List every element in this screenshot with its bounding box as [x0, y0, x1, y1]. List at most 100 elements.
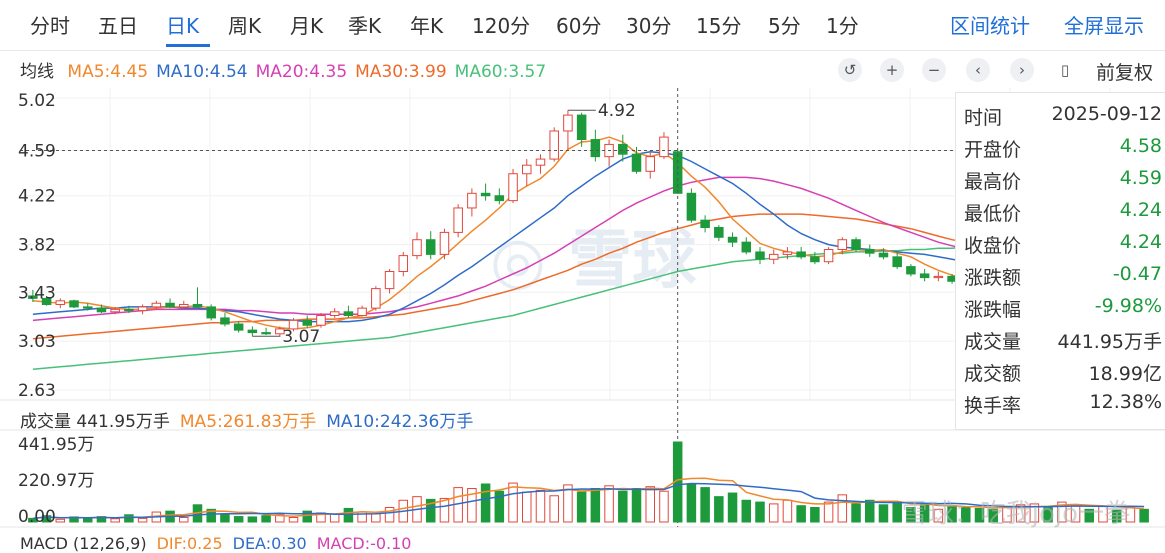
volume-bar — [1084, 508, 1095, 523]
candle-body — [878, 252, 889, 258]
volume-bar — [878, 504, 889, 523]
range-stats-button[interactable]: 区间统计 — [950, 14, 1030, 38]
volume-legend-item-2: MA10:242.36万手 — [326, 412, 474, 432]
volume-bar — [467, 488, 477, 523]
volume-legend: 成交量 441.95万手 MA5:261.83万手 MA10:242.36万手 — [20, 407, 483, 432]
left-icon[interactable]: ‹ — [966, 58, 990, 82]
candle-body — [549, 130, 559, 160]
info-row-9: 换手率 12.38% — [964, 387, 1162, 419]
volume-bar — [906, 507, 916, 523]
zoom-out-icon[interactable]: − — [922, 58, 946, 82]
candle-body — [768, 253, 779, 260]
candle-body — [522, 164, 532, 175]
candle-body — [69, 300, 79, 308]
price-tick-label: 4.22 — [18, 187, 56, 207]
candle-icon[interactable]: ▯ — [1053, 58, 1077, 82]
volume-bar — [247, 516, 258, 523]
ma-legend-item-3: MA30:3.99 — [355, 62, 447, 82]
tab-5[interactable]: 季K — [348, 14, 382, 38]
candle-body — [233, 323, 244, 331]
tab-10[interactable]: 15分 — [696, 14, 742, 38]
tab-2[interactable]: 日K — [166, 14, 200, 38]
volume-bar — [110, 518, 120, 523]
volume-bar — [700, 487, 710, 523]
info-label: 涨跌幅 — [964, 299, 1022, 321]
tab-6[interactable]: 年K — [410, 14, 444, 38]
volume-bar — [768, 503, 779, 523]
tab-11[interactable]: 5分 — [768, 14, 801, 38]
volume-bar — [124, 514, 134, 523]
candle-body — [288, 319, 299, 330]
candle-body — [590, 139, 601, 158]
volume-bar — [933, 508, 944, 523]
candle-body — [384, 270, 395, 290]
tab-8[interactable]: 60分 — [556, 14, 602, 38]
price-tick-label: 3.03 — [18, 332, 56, 352]
ma-legend-label[interactable]: 均线 — [20, 62, 54, 82]
volume-bar — [988, 508, 998, 523]
annotation-low: 3.07 — [282, 327, 320, 347]
volume-legend-item-1: MA5:261.83万手 — [179, 412, 317, 432]
tab-3[interactable]: 周K — [228, 14, 262, 38]
info-label: 收盘价 — [964, 235, 1022, 257]
info-value: 4.24 — [1119, 231, 1162, 253]
candle-body — [247, 329, 258, 334]
candle-body — [302, 319, 313, 326]
info-value: 12.38% — [1089, 391, 1162, 413]
right-icon[interactable]: › — [1010, 58, 1034, 82]
info-value: 2025-09-12 — [1051, 103, 1162, 125]
info-value: 441.95万手 — [1057, 331, 1162, 353]
volume-bar — [302, 510, 313, 523]
candle-body — [796, 251, 806, 258]
volume-bar — [288, 516, 299, 523]
info-value: -0.47 — [1112, 263, 1162, 285]
candle-body — [714, 227, 724, 238]
tab-9[interactable]: 30分 — [626, 14, 672, 38]
price-tick-label: 2.63 — [18, 381, 56, 401]
volume-bar — [727, 492, 738, 523]
candle-body — [892, 256, 902, 268]
candle-body — [563, 114, 573, 132]
candle-body — [645, 156, 655, 172]
candle-body — [343, 311, 354, 316]
fullscreen-button[interactable]: 全屏显示 — [1064, 14, 1144, 38]
undo-icon[interactable]: ↺ — [838, 58, 862, 82]
ma-legend-item-2: MA20:4.35 — [255, 62, 348, 82]
volume-bar — [384, 507, 395, 523]
info-label: 最高价 — [964, 171, 1022, 193]
volume-bar — [837, 494, 848, 523]
volume-bar — [1029, 503, 1040, 523]
tab-12[interactable]: 1分 — [826, 14, 859, 38]
volume-bar — [425, 498, 436, 523]
info-value: -9.98% — [1094, 295, 1162, 317]
volume-bar — [549, 495, 559, 523]
candle-body — [453, 207, 463, 233]
candle-body — [659, 136, 669, 158]
candle-body — [165, 302, 175, 308]
candle-body — [686, 192, 697, 221]
adjust-mode-selector[interactable]: 前复权 — [1096, 62, 1154, 84]
volume-bar — [864, 499, 875, 523]
candle-body — [741, 241, 752, 253]
volume-bar — [220, 513, 230, 523]
info-label: 涨跌额 — [964, 267, 1022, 289]
volume-bar — [810, 507, 820, 523]
info-label: 成交额 — [964, 363, 1022, 385]
tab-4[interactable]: 月K — [290, 14, 324, 38]
candle-body — [755, 251, 765, 260]
zoom-in-icon[interactable]: + — [880, 58, 904, 82]
vol-ma10-line — [32, 482, 1145, 520]
tab-0[interactable]: 分时 — [30, 14, 70, 38]
tab-1[interactable]: 五日 — [98, 14, 138, 38]
info-label: 成交量 — [964, 331, 1022, 353]
candle-body — [329, 311, 340, 316]
volume-bar — [137, 517, 148, 523]
macd-legend: MACD (12,26,9) DIF:0.25 DEA:0.30 MACD:-0.10 — [20, 534, 421, 553]
tab-7[interactable]: 120分 — [472, 14, 531, 38]
vol-ma5-line — [32, 477, 1145, 520]
candle-body — [823, 248, 834, 263]
volume-bar — [782, 499, 793, 523]
candle-body — [425, 239, 436, 255]
volume-bar — [508, 482, 518, 523]
